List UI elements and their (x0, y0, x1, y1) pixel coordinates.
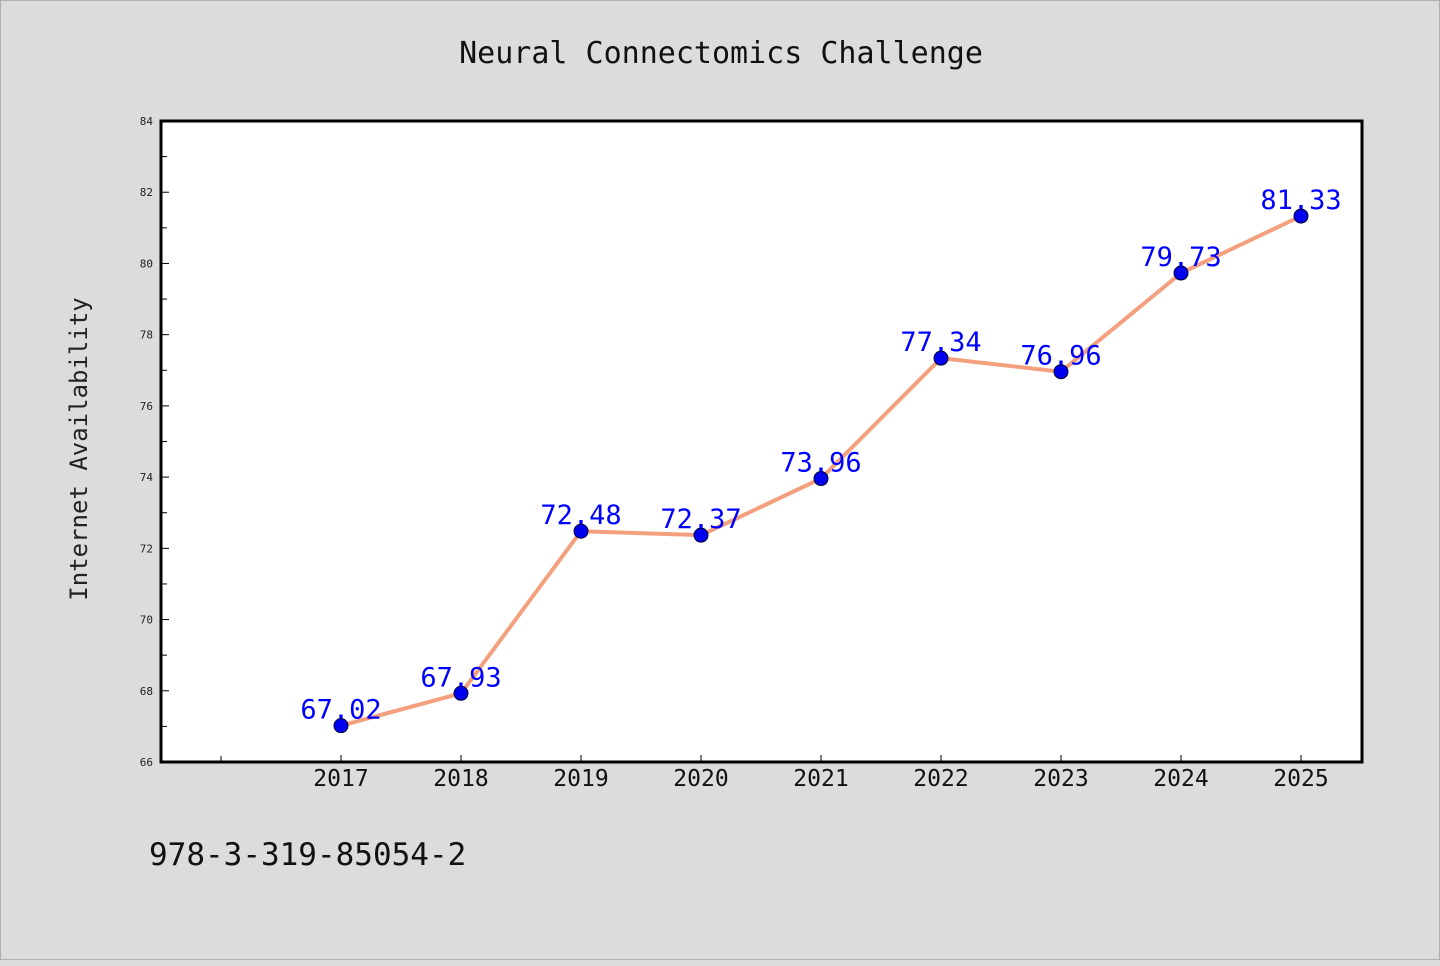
y-tick-label: 66 (140, 756, 153, 769)
data-labels: 67.02 67.93 72.48 72.37 73.96 77.34 76.96 79.73… (300, 185, 1341, 726)
y-axis-label: Internet Availability (65, 297, 93, 600)
x-tick-label: 2021 (793, 766, 848, 792)
data-label: 76.96 (1020, 341, 1101, 372)
x-tick-label: 2024 (1153, 766, 1208, 792)
y-tick-label: 72 (140, 542, 153, 555)
data-point (573, 523, 589, 539)
y-tick-label: 80 (140, 257, 153, 270)
data-label: 81.33 (1260, 185, 1341, 216)
data-point (933, 350, 949, 366)
data-point (1293, 208, 1309, 224)
data-label: 79.73 (1140, 242, 1221, 273)
data-label: 73.96 (780, 448, 861, 479)
y-tick-label: 78 (140, 329, 153, 342)
y-tick-label: 82 (140, 186, 153, 199)
data-label: 77.34 (900, 327, 981, 358)
y-tick-label: 84 (140, 115, 154, 128)
data-label: 67.93 (420, 662, 501, 693)
x-tick-label: 2018 (433, 766, 488, 792)
y-tick-label: 68 (140, 685, 153, 698)
plot-area (161, 121, 1362, 762)
data-point (1053, 364, 1069, 380)
data-point (693, 527, 709, 543)
data-point (813, 471, 829, 487)
y-axis-ticks: 66 68 70 72 74 76 78 80 82 84 (140, 115, 169, 769)
x-tick-label: 2020 (673, 766, 728, 792)
chart-title: Neural Connectomics Challenge (459, 36, 983, 71)
isbn-text: 978-3-319-85054-2 (149, 837, 466, 873)
x-axis-ticks: 2017 2018 2019 2020 2021 2022 2023 2024 2025 (220, 755, 1329, 792)
data-point (453, 685, 469, 701)
y-tick-label: 70 (140, 614, 153, 627)
data-point (333, 718, 349, 734)
x-tick-label: 2022 (913, 766, 968, 792)
x-tick-label: 2019 (553, 766, 608, 792)
data-point (1173, 265, 1189, 281)
x-tick-label: 2017 (313, 766, 368, 792)
data-markers (333, 208, 1309, 734)
data-label: 72.37 (660, 504, 741, 535)
x-tick-label: 2023 (1033, 766, 1088, 792)
plot-frame (159, 119, 1364, 764)
y-tick-label: 76 (140, 400, 153, 413)
data-label: 67.02 (300, 695, 381, 726)
data-label: 72.48 (540, 500, 621, 531)
y-tick-label: 74 (140, 471, 154, 484)
x-tick-label: 2025 (1273, 766, 1328, 792)
